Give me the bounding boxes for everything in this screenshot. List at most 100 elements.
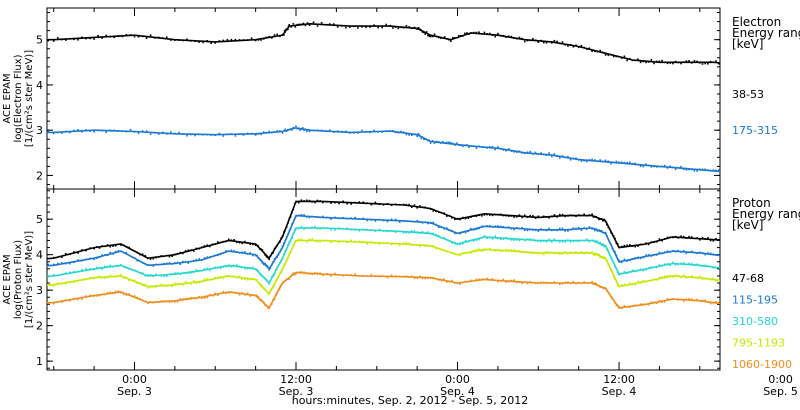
data-point bbox=[532, 215, 534, 217]
data-point bbox=[311, 238, 313, 240]
data-point bbox=[785, 68, 787, 70]
data-point bbox=[639, 165, 642, 167]
data-point bbox=[631, 269, 634, 271]
data-point bbox=[532, 229, 534, 231]
data-point bbox=[279, 272, 281, 274]
data-point bbox=[607, 291, 610, 294]
data-point bbox=[139, 297, 141, 300]
data-point bbox=[758, 66, 760, 68]
data-point bbox=[296, 128, 299, 130]
data-point bbox=[98, 247, 101, 249]
data-point bbox=[149, 286, 152, 288]
data-point bbox=[454, 144, 456, 146]
data-point bbox=[366, 242, 369, 245]
data-point bbox=[262, 251, 265, 254]
data-point bbox=[392, 130, 394, 132]
data-point bbox=[201, 270, 203, 272]
data-point bbox=[575, 240, 577, 242]
data-point bbox=[742, 64, 744, 66]
data-point bbox=[244, 251, 246, 253]
data-point bbox=[439, 142, 442, 144]
data-point bbox=[521, 152, 523, 154]
data-point bbox=[666, 62, 669, 65]
data-point bbox=[577, 46, 580, 49]
data-point bbox=[631, 162, 634, 165]
data-point bbox=[721, 302, 723, 304]
series-1060-1900 bbox=[47, 271, 728, 310]
data-point bbox=[561, 283, 564, 285]
data-point bbox=[769, 244, 771, 246]
data-point bbox=[437, 211, 440, 214]
data-point bbox=[382, 230, 385, 232]
data-point bbox=[483, 225, 486, 228]
data-point bbox=[599, 286, 601, 288]
data-point bbox=[537, 215, 540, 218]
data-point bbox=[610, 54, 612, 56]
data-point bbox=[774, 66, 776, 68]
data-point bbox=[97, 35, 99, 37]
data-point bbox=[381, 131, 383, 133]
data-point bbox=[264, 277, 266, 280]
data-point bbox=[361, 26, 363, 28]
data-point bbox=[600, 244, 603, 247]
data-point bbox=[234, 135, 237, 137]
data-point bbox=[112, 292, 114, 294]
data-point bbox=[214, 42, 216, 44]
data-point bbox=[362, 241, 365, 243]
data-point bbox=[260, 133, 262, 136]
y-tick-label: 2 bbox=[36, 320, 43, 333]
data-point bbox=[481, 278, 483, 280]
data-point bbox=[101, 277, 103, 279]
data-point bbox=[717, 266, 720, 269]
data-point bbox=[677, 274, 680, 277]
data-point bbox=[591, 50, 593, 52]
data-point bbox=[283, 280, 285, 283]
data-point bbox=[386, 241, 389, 244]
data-point bbox=[334, 272, 336, 275]
data-point bbox=[358, 275, 361, 277]
data-point bbox=[303, 200, 305, 202]
data-point bbox=[155, 256, 157, 259]
data-point bbox=[696, 277, 698, 279]
data-point bbox=[607, 160, 610, 163]
data-point bbox=[57, 37, 59, 39]
data-point bbox=[567, 215, 569, 217]
data-point bbox=[308, 199, 311, 202]
data-point bbox=[378, 218, 381, 221]
data-point bbox=[295, 125, 297, 128]
data-point bbox=[758, 287, 760, 289]
data-point bbox=[454, 242, 456, 245]
data-point bbox=[219, 292, 222, 295]
data-point bbox=[793, 247, 795, 249]
data-point bbox=[171, 263, 173, 265]
data-point bbox=[460, 35, 462, 37]
data-point bbox=[642, 165, 645, 168]
data-point bbox=[179, 251, 182, 254]
data-point bbox=[160, 300, 163, 302]
data-point bbox=[615, 267, 618, 270]
data-point bbox=[507, 280, 510, 283]
data-point bbox=[475, 31, 478, 34]
data-point bbox=[486, 248, 488, 251]
data-point bbox=[330, 218, 332, 220]
data-point bbox=[548, 217, 550, 219]
data-point bbox=[319, 200, 321, 202]
data-point bbox=[499, 225, 502, 228]
data-point bbox=[647, 164, 650, 167]
data-point bbox=[726, 304, 728, 306]
data-point bbox=[304, 24, 307, 27]
data-point bbox=[125, 34, 128, 36]
data-point bbox=[739, 65, 741, 67]
data-point bbox=[521, 37, 523, 40]
data-point bbox=[572, 45, 575, 48]
data-point bbox=[604, 245, 607, 247]
data-point bbox=[783, 247, 785, 249]
data-point bbox=[618, 274, 620, 276]
data-point bbox=[233, 264, 235, 267]
data-point bbox=[258, 283, 261, 286]
data-point bbox=[246, 39, 249, 41]
data-point bbox=[192, 250, 195, 252]
data-point bbox=[731, 269, 733, 271]
x-axis-label: hours:minutes, Sep. 2, 2012 - Sep. 5, 20… bbox=[292, 394, 529, 407]
data-point bbox=[602, 287, 604, 289]
